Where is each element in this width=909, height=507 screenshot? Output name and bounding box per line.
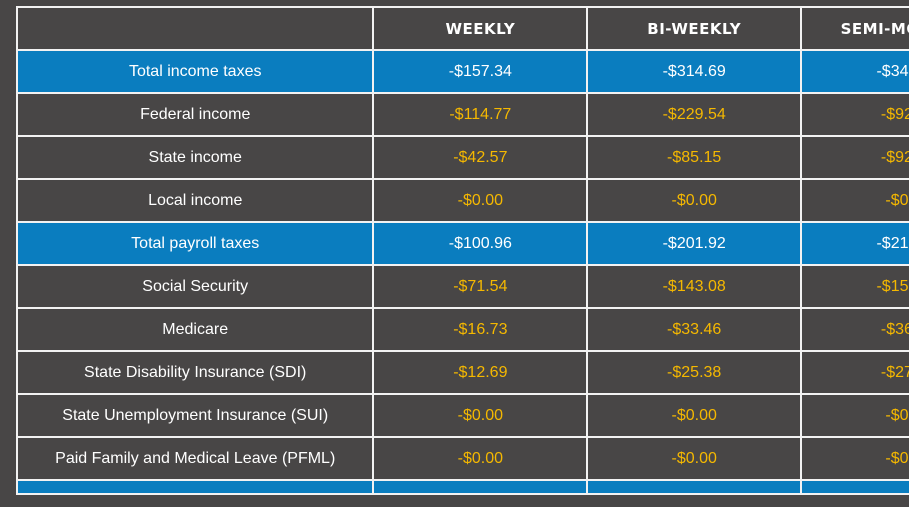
row-label: Federal income	[15, 92, 375, 137]
header-biweekly: BI-WEEKLY	[586, 6, 803, 51]
table-row-medicare: Medicare -$16.73 -$33.46 -$36.25	[15, 307, 909, 352]
table-row-federal-income: Federal income -$114.77 -$229.54 -$92.24	[15, 92, 909, 137]
weekly-value: -$16.73	[372, 307, 589, 352]
biweekly-value: -$85.15	[586, 135, 803, 180]
semimonthly-value: -$155.00	[800, 264, 909, 309]
biweekly-value: -$25.38	[586, 350, 803, 395]
row-label: Social Security	[15, 264, 375, 309]
table-row-local-income: Local income -$0.00 -$0.00 -$0.00	[15, 178, 909, 223]
row-label: State Disability Insurance (SDI)	[15, 350, 375, 395]
semimonthly-value: -$0.00	[800, 178, 909, 223]
biweekly-value: -$201.92	[586, 221, 803, 266]
semimonthly-value: -$340.91	[800, 49, 909, 94]
table-row-cutoff	[15, 479, 909, 495]
row-label: Medicare	[15, 307, 375, 352]
weekly-value: -$0.00	[372, 436, 589, 481]
biweekly-value: -$0.00	[586, 178, 803, 223]
row-label: Local income	[15, 178, 375, 223]
biweekly-value: -$229.54	[586, 92, 803, 137]
cutoff-cell	[586, 479, 803, 495]
header-weekly: WEEKLY	[372, 6, 589, 51]
semimonthly-value: -$92.24	[800, 92, 909, 137]
table-row-total-income-taxes: Total income taxes -$157.34 -$314.69 -$3…	[15, 49, 909, 94]
row-label: State income	[15, 135, 375, 180]
weekly-value: -$114.77	[372, 92, 589, 137]
weekly-value: -$71.54	[372, 264, 589, 309]
table-header-row: WEEKLY BI-WEEKLY SEMI-MONTHLY	[15, 6, 909, 51]
row-label: Paid Family and Medical Leave (PFML)	[15, 436, 375, 481]
semimonthly-value: -$36.25	[800, 307, 909, 352]
semimonthly-value: -$0.00	[800, 436, 909, 481]
cutoff-cell	[372, 479, 589, 495]
weekly-value: -$42.57	[372, 135, 589, 180]
cutoff-cell	[15, 479, 375, 495]
semimonthly-value: -$92.24	[800, 135, 909, 180]
table-row-total-payroll-taxes: Total payroll taxes -$100.96 -$201.92 -$…	[15, 221, 909, 266]
semimonthly-value: -$27.50	[800, 350, 909, 395]
tax-breakdown-table: WEEKLY BI-WEEKLY SEMI-MONTHLY Total inco…	[15, 6, 909, 495]
semimonthly-value: -$218.75	[800, 221, 909, 266]
table-row-social-security: Social Security -$71.54 -$143.08 -$155.0…	[15, 264, 909, 309]
row-label: Total payroll taxes	[15, 221, 375, 266]
table-row-sdi: State Disability Insurance (SDI) -$12.69…	[15, 350, 909, 395]
biweekly-value: -$0.00	[586, 436, 803, 481]
semimonthly-value: -$0.00	[800, 393, 909, 438]
header-semimonthly: SEMI-MONTHLY	[800, 6, 909, 51]
biweekly-value: -$314.69	[586, 49, 803, 94]
weekly-value: -$157.34	[372, 49, 589, 94]
weekly-value: -$12.69	[372, 350, 589, 395]
row-label: Total income taxes	[15, 49, 375, 94]
biweekly-value: -$33.46	[586, 307, 803, 352]
header-blank-cell	[15, 6, 375, 51]
biweekly-value: -$0.00	[586, 393, 803, 438]
table-row-sui: State Unemployment Insurance (SUI) -$0.0…	[15, 393, 909, 438]
weekly-value: -$0.00	[372, 393, 589, 438]
cutoff-cell	[800, 479, 909, 495]
row-label: State Unemployment Insurance (SUI)	[15, 393, 375, 438]
table-row-pfml: Paid Family and Medical Leave (PFML) -$0…	[15, 436, 909, 481]
weekly-value: -$0.00	[372, 178, 589, 223]
biweekly-value: -$143.08	[586, 264, 803, 309]
table-row-state-income: State income -$42.57 -$85.15 -$92.24	[15, 135, 909, 180]
weekly-value: -$100.96	[372, 221, 589, 266]
